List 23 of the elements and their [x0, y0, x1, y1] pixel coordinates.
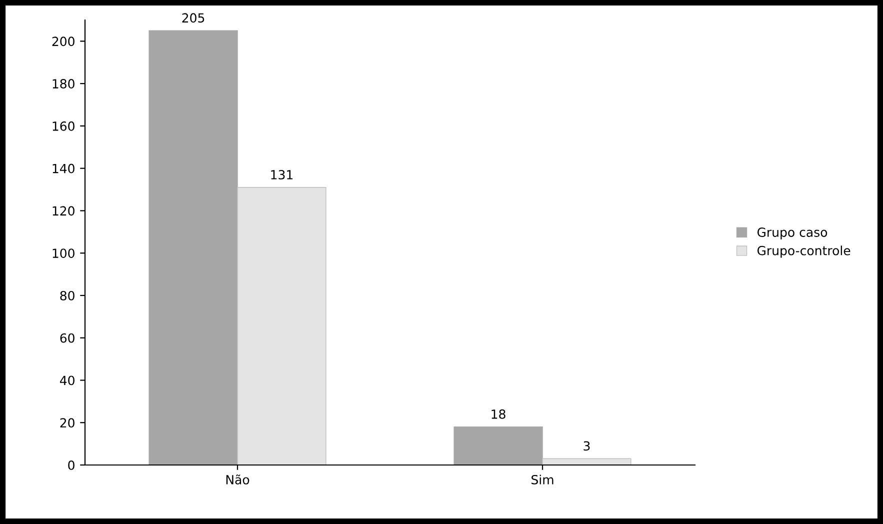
y-tick-label: 200	[52, 36, 74, 46]
x-tick-label: Sim	[532, 474, 554, 484]
y-tick-label: 20	[60, 418, 74, 428]
bar	[454, 426, 543, 465]
legend-label: Grupo-controle	[757, 246, 850, 258]
bar	[542, 458, 632, 465]
y-tick-label: 100	[52, 248, 74, 258]
y-tick-label: 60	[60, 333, 74, 343]
bar	[237, 187, 326, 465]
data-label: 205	[182, 13, 204, 23]
y-tick-label: 80	[60, 290, 74, 300]
bar	[148, 30, 238, 465]
y-tick-label: 140	[52, 164, 74, 174]
y-tick-label: 0	[68, 460, 74, 470]
x-tick-label: Não	[226, 474, 250, 484]
y-tick-label: 40	[60, 376, 74, 386]
data-label: 18	[492, 409, 506, 419]
y-tick-label: 160	[52, 121, 74, 131]
data-label: 131	[271, 170, 292, 180]
data-label: 3	[584, 441, 590, 451]
y-tick-label: 120	[52, 206, 74, 216]
legend-label: Grupo caso	[757, 228, 828, 240]
y-tick-label: 180	[52, 79, 74, 88]
